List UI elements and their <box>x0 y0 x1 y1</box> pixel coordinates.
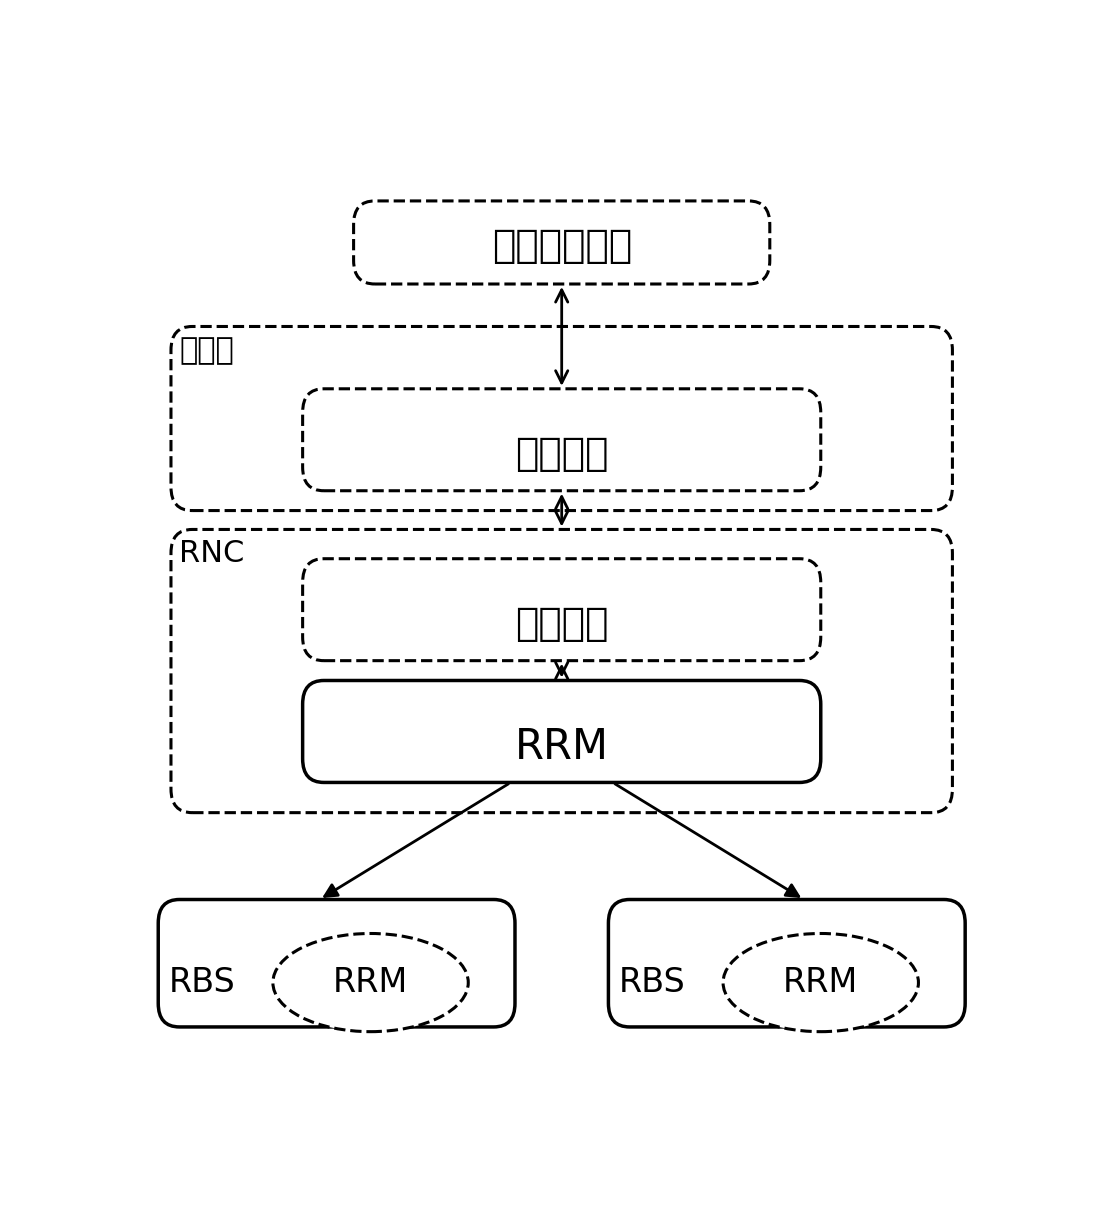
Text: RBS: RBS <box>618 966 685 999</box>
Text: 重配模块: 重配模块 <box>515 435 608 473</box>
Text: 策略控制中心: 策略控制中心 <box>492 227 631 265</box>
FancyBboxPatch shape <box>158 900 515 1027</box>
Text: RNC: RNC <box>180 539 244 568</box>
FancyBboxPatch shape <box>302 389 821 490</box>
FancyBboxPatch shape <box>171 326 952 510</box>
Text: RBS: RBS <box>169 966 236 999</box>
Ellipse shape <box>273 933 468 1031</box>
FancyBboxPatch shape <box>302 680 821 782</box>
Text: 网管侧: 网管侧 <box>180 336 235 365</box>
Text: RRM: RRM <box>784 966 858 999</box>
FancyBboxPatch shape <box>354 201 769 284</box>
Ellipse shape <box>723 933 918 1031</box>
FancyBboxPatch shape <box>171 530 952 813</box>
Text: RRM: RRM <box>515 726 608 767</box>
Text: 重配模块: 重配模块 <box>515 604 608 642</box>
Text: RRM: RRM <box>333 966 408 999</box>
FancyBboxPatch shape <box>608 900 966 1027</box>
FancyBboxPatch shape <box>302 559 821 661</box>
